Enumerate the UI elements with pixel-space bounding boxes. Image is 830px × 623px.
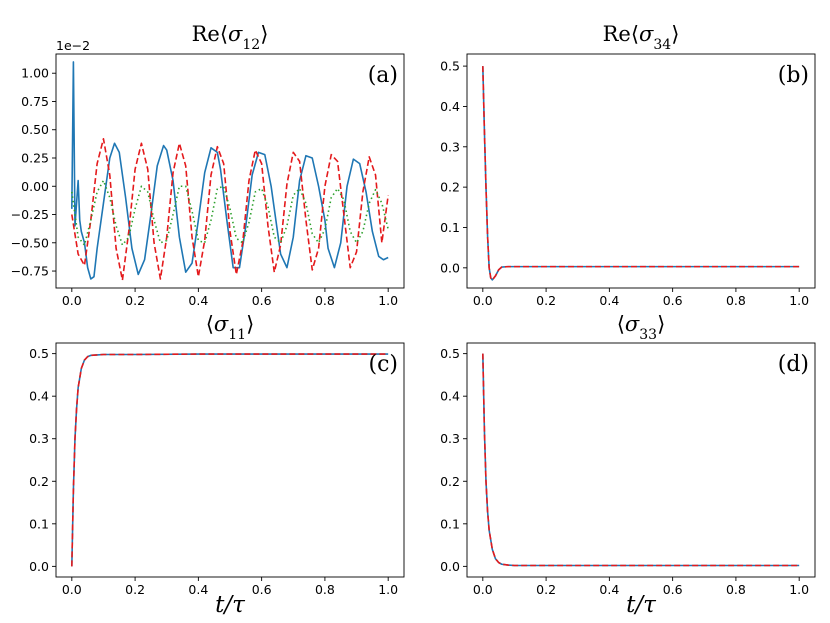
panel-b-x-tick-label: 0.4 [599,293,619,308]
panel-b-y-tick-label: 0.5 [440,59,460,74]
panel-a-y-tick-label: −0.50 [11,235,49,250]
panel-a-y-tick-label: 0.25 [21,151,49,166]
panel-a-y-tick-label: 0.75 [21,94,49,109]
panel-c-y-tick-label: 0.5 [29,346,49,361]
panel-a-y-tick-label: −0.75 [11,264,49,279]
panel-a-y-tick-label: −0.25 [11,207,49,222]
panel-c-x-axis-label: t/τ [215,592,246,618]
panel-d-series-line-1 [482,353,800,567]
panel-d-y-tick-label: 0.4 [440,389,460,404]
panel-c-label: (c) [369,352,399,377]
panel-a-y-tick-label: 1.00 [21,66,49,81]
panel-c-y-tick-label: 0.2 [29,474,49,489]
panel-d-x-axis-label: t/τ [626,592,657,618]
panel-d-x-tick-label: 0.8 [726,582,746,597]
panel-c-x-tick-label: 0.2 [125,582,145,597]
panel-a-title: Re⟨σ12⟩ [192,22,269,53]
panel-b-y-tick-label: 0.3 [440,139,460,154]
panel-b-y-tick-label: 0.2 [440,180,460,195]
panel-b-x-tick-label: 0.0 [473,293,493,308]
panel-a-series-line-2 [71,137,389,281]
panel-d-y-tick-label: 0.0 [440,559,460,574]
panel-d-y-tick-label: 0.2 [440,474,460,489]
panel-c-plot: 0.0 0.2 0.4 0.6 0.8 1.0 0.0 0.1 0.2 0.3 0.4 0.5 (c) ⟨… [29,312,405,618]
panel-a-label: (a) [368,63,398,88]
panel-b-x-tick-label: 0.6 [663,293,683,308]
panel-c-y-tick-label: 0.0 [29,559,49,574]
panel-c-title: ⟨σ11⟩ [206,312,255,343]
panel-c-series-line-2 [71,353,389,567]
panel-d-x-tick-label: 0.2 [536,582,556,597]
panel-b-x-tick-label: 0.2 [536,293,556,308]
panel-b-x-tick-label: 1.0 [789,293,809,308]
panel-d-title: ⟨σ33⟩ [617,312,666,343]
panel-d-y-tick-label: 0.1 [440,516,460,531]
panel-d-label: (d) [778,352,809,377]
panel-a-offset-text: 1e−2 [56,38,90,53]
panel-c-x-tick-label: 0.0 [62,582,82,597]
panel-d-plot: 0.0 0.2 0.4 0.6 0.8 1.0 0.0 0.1 0.2 0.3 0.4 0.5 (d) ⟨… [440,312,816,618]
panel-d-x-tick-label: 0.0 [473,582,493,597]
panel-d-y-tick-label: 0.5 [440,346,460,361]
panel-a-x-tick-label: 0.0 [62,293,82,308]
panel-c-series-line-1 [71,353,389,567]
panel-c-y-tick-label: 0.4 [29,389,49,404]
panel-c-x-tick-label: 1.0 [378,582,398,597]
panel-a-x-tick-label: 0.8 [315,293,335,308]
panel-a-x-tick-label: 0.2 [125,293,145,308]
panel-c-y-tick-label: 0.1 [29,516,49,531]
panel-b-title: Re⟨σ34⟩ [603,22,680,53]
panel-d-series-line-2 [482,353,800,567]
panel-a-x-tick-label: 0.6 [252,293,272,308]
panel-a-y-tick-label: 0.00 [21,179,49,194]
panel-b-y-tick-label: 0.0 [440,260,460,275]
panel-d-frame [466,342,816,578]
panel-a-y-tick-label: 0.50 [21,122,49,137]
panel-b-y-tick-label: 0.1 [440,220,460,235]
panel-b-frame [466,53,816,289]
panel-c-x-tick-label: 0.6 [252,582,272,597]
panel-c-x-tick-label: 0.4 [188,582,208,597]
panel-b-label: (b) [778,63,809,88]
panel-d-x-tick-label: 1.0 [789,582,809,597]
panel-b-plot: 0.0 0.2 0.4 0.6 0.8 1.0 0.0 0.1 0.2 0.3 0.4 0.5 (b) R… [440,22,816,308]
panel-c-y-tick-label: 0.3 [29,431,49,446]
panel-a-x-tick-label: 0.4 [188,293,208,308]
panel-b-y-tick-label: 0.4 [440,99,460,114]
panel-a-frame [55,53,405,289]
panel-a-plot: 0.0 0.2 0.4 0.6 0.8 1.0 −0.75 −0.50 −0.25 0.00 0.2… [11,22,405,308]
panel-d-x-tick-label: 0.4 [599,582,619,597]
panel-b-series-line-2 [482,66,800,281]
panel-a-series-line-3 [71,179,389,246]
panel-d-y-tick-label: 0.3 [440,431,460,446]
panel-b-x-tick-label: 0.8 [726,293,746,308]
panel-c-x-tick-label: 0.8 [315,582,335,597]
panel-a-series-line-1 [71,61,389,280]
panel-b-series-line-1 [482,66,800,281]
panel-a-x-tick-label: 1.0 [378,293,398,308]
panel-c-frame [55,342,405,578]
panel-d-x-tick-label: 0.6 [663,582,683,597]
